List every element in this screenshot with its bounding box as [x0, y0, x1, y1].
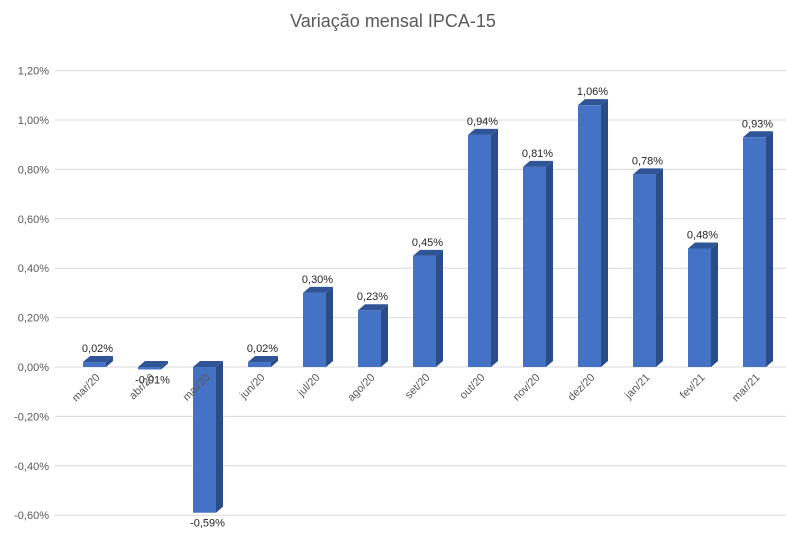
y-axis-ticks: -0,60% -0,40% -0,20% 0,00% 0,20% 0,40% 0,60% 0,… [14, 66, 49, 523]
bar-mar-20 [83, 356, 113, 367]
bar-front [688, 248, 711, 367]
y-tick-label: -0,60% [14, 510, 49, 522]
bar-abr-20 [138, 361, 168, 370]
bar-side [436, 249, 443, 367]
bar-mai-20 [193, 361, 223, 513]
y-tick-label: -0,20% [14, 411, 49, 423]
bar-out-20 [468, 128, 498, 367]
data-label: 0,78% [632, 155, 663, 167]
y-tick-label: 0,00% [18, 362, 49, 374]
x-tick-label: mar/21 [730, 372, 763, 405]
bar-front [468, 134, 491, 367]
data-label: 0,23% [357, 291, 388, 303]
bar-side [106, 356, 113, 367]
bar-top [358, 304, 388, 311]
bars [83, 99, 773, 513]
bar-side [656, 168, 663, 367]
bar-jul-20 [303, 286, 333, 367]
bar-front [83, 362, 106, 367]
bar-set-20 [413, 249, 443, 367]
bar-top [468, 128, 498, 135]
bar-nov-20 [523, 160, 553, 367]
x-tick-label: jul/20 [295, 372, 323, 400]
x-tick-label: dez/20 [566, 372, 598, 404]
bar-top [743, 131, 773, 138]
x-axis-ticks: mar/20 abr/20 mai/20 jun/20 jul/20 ago/20 set/… [70, 372, 763, 405]
data-label: 0,02% [82, 343, 113, 355]
bar-side [381, 304, 388, 367]
y-tick-label: 0,60% [18, 214, 49, 226]
bar-front [193, 367, 216, 513]
x-tick-label: nov/20 [511, 372, 543, 404]
data-label: 1,06% [577, 86, 608, 98]
bar-top [413, 249, 443, 256]
data-label: 0,94% [467, 116, 498, 128]
bar-top [138, 361, 168, 367]
bar-fev-21 [688, 242, 718, 367]
y-tick-label: 1,20% [18, 66, 49, 78]
bar-side [546, 160, 553, 367]
chart-title: Variação mensal IPCA-15 [290, 11, 496, 31]
bar-side [491, 128, 498, 367]
bar-jan-21 [633, 168, 663, 367]
bar-front [303, 292, 326, 367]
x-tick-label: fev/21 [678, 372, 708, 402]
data-label: 0,48% [687, 229, 718, 241]
x-tick-label: jan/21 [622, 372, 652, 402]
data-label: 0,45% [412, 237, 443, 249]
bar-top [83, 356, 113, 363]
y-tick-label: 0,20% [18, 313, 49, 325]
bar-front [138, 367, 161, 370]
bar-top [523, 160, 553, 167]
data-labels: 0,02% -0,01% -0,59% 0,02% 0,30% 0,23% 0,45% 0,9… [82, 86, 773, 530]
bar-top [688, 242, 718, 249]
bar-ago-20 [358, 304, 388, 367]
bar-top [633, 168, 663, 175]
bar-front [633, 174, 656, 367]
data-label: -0,59% [190, 518, 225, 530]
data-label: 0,81% [522, 148, 553, 160]
x-tick-label: ago/20 [345, 372, 377, 404]
x-tick-label: set/20 [403, 372, 433, 402]
bar-mar-21 [743, 131, 773, 367]
bar-top [193, 361, 223, 367]
bar-side [601, 99, 608, 368]
bar-front [358, 310, 381, 367]
bar-side [216, 361, 223, 513]
bar-side [711, 242, 718, 367]
bar-side [766, 131, 773, 367]
bar-side [161, 361, 168, 370]
bar-side [271, 356, 278, 367]
data-label: 0,93% [742, 118, 773, 130]
x-tick-label: mar/20 [70, 372, 103, 405]
x-tick-label: out/20 [458, 372, 488, 402]
bar-front [248, 362, 271, 367]
bar-side [326, 286, 333, 367]
bar-front [413, 255, 436, 367]
data-label: 0,30% [302, 274, 333, 286]
y-tick-label: 0,80% [18, 164, 49, 176]
bar-top [248, 356, 278, 363]
y-tick-label: -0,40% [14, 461, 49, 473]
bar-top [303, 286, 333, 293]
bar-front [743, 137, 766, 367]
x-tick-label: jun/20 [237, 372, 267, 402]
bar-dez-20 [578, 99, 608, 368]
y-tick-label: 0,40% [18, 263, 49, 275]
bar-front [578, 105, 601, 368]
data-label: 0,02% [247, 343, 278, 355]
bar-front [523, 166, 546, 367]
y-tick-label: 1,00% [18, 115, 49, 127]
bar-top [578, 99, 608, 106]
data-label: -0,01% [135, 374, 170, 386]
bar-jun-20 [248, 356, 278, 367]
